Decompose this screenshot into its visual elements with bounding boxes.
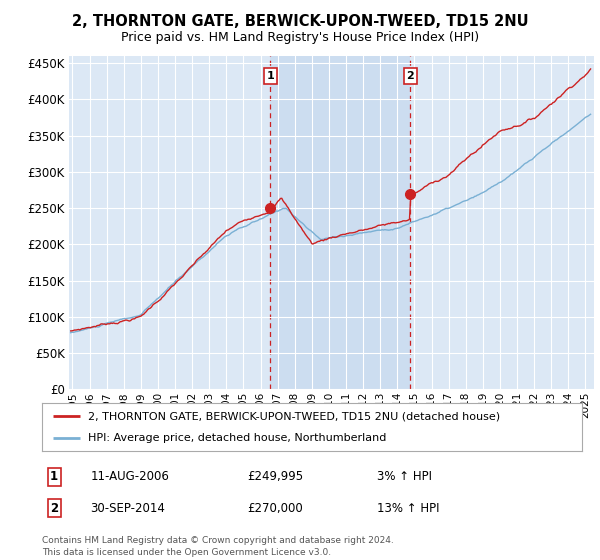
Text: 2: 2 [50, 502, 58, 515]
Text: HPI: Average price, detached house, Northumberland: HPI: Average price, detached house, Nort… [88, 433, 386, 443]
Text: Contains HM Land Registry data © Crown copyright and database right 2024.: Contains HM Land Registry data © Crown c… [42, 536, 394, 545]
Text: 30-SEP-2014: 30-SEP-2014 [91, 502, 166, 515]
Text: 13% ↑ HPI: 13% ↑ HPI [377, 502, 439, 515]
Text: 2, THORNTON GATE, BERWICK-UPON-TWEED, TD15 2NU: 2, THORNTON GATE, BERWICK-UPON-TWEED, TD… [71, 14, 529, 29]
Text: This data is licensed under the Open Government Licence v3.0.: This data is licensed under the Open Gov… [42, 548, 331, 557]
Text: 1: 1 [50, 470, 58, 483]
Text: 1: 1 [266, 71, 274, 81]
Text: £249,995: £249,995 [247, 470, 304, 483]
Text: £270,000: £270,000 [247, 502, 303, 515]
Text: 3% ↑ HPI: 3% ↑ HPI [377, 470, 432, 483]
Bar [271, 56, 410, 389]
Text: 11-AUG-2006: 11-AUG-2006 [91, 470, 169, 483]
Text: 2, THORNTON GATE, BERWICK-UPON-TWEED, TD15 2NU (detached house): 2, THORNTON GATE, BERWICK-UPON-TWEED, TD… [88, 411, 500, 421]
Text: 2: 2 [406, 71, 414, 81]
Text: Price paid vs. HM Land Registry's House Price Index (HPI): Price paid vs. HM Land Registry's House … [121, 31, 479, 44]
